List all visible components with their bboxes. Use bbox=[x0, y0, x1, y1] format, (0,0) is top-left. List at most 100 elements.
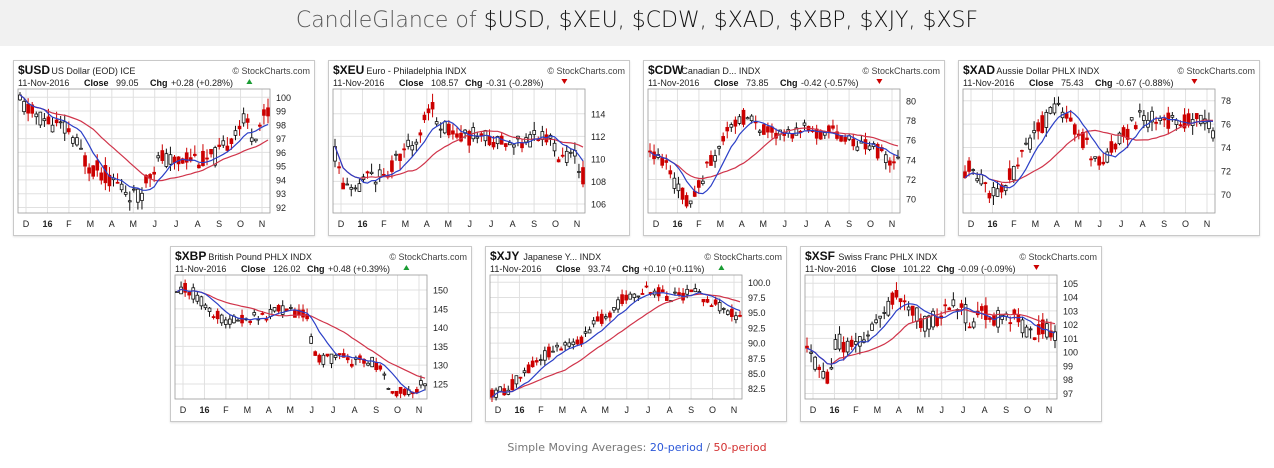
candle-body bbox=[923, 315, 927, 332]
candle-body bbox=[136, 188, 140, 203]
candle-body bbox=[115, 181, 120, 184]
chart-date: 11-Nov-2016 bbox=[333, 78, 384, 88]
chart-chg-label: Chg bbox=[465, 78, 483, 88]
chart-name: US Dollar (EOD) ICE bbox=[51, 66, 135, 76]
y-tick-label: 97 bbox=[1063, 389, 1073, 399]
chart-date: 11-Nov-2016 bbox=[175, 264, 226, 274]
ma50-line bbox=[806, 309, 1056, 365]
candle-body bbox=[543, 350, 547, 361]
x-tick-label: M bbox=[1032, 219, 1040, 229]
chart-watermark: © StockCharts.com bbox=[232, 66, 310, 76]
x-tick-label: M bbox=[402, 219, 410, 229]
candle-body bbox=[402, 148, 406, 151]
candle-body bbox=[902, 300, 907, 303]
candle-body bbox=[236, 319, 240, 322]
candle-body bbox=[1020, 149, 1024, 152]
candle-body bbox=[1068, 117, 1073, 122]
ma50-line bbox=[964, 119, 1214, 184]
y-tick-label: 76 bbox=[1221, 120, 1231, 130]
y-tick-label: 98 bbox=[1063, 375, 1073, 385]
y-tick-label: 90.0 bbox=[748, 339, 766, 349]
candle-body bbox=[382, 373, 387, 376]
candle-body bbox=[849, 339, 854, 347]
candle-body bbox=[689, 289, 694, 293]
candle-body bbox=[366, 362, 370, 366]
candle-body bbox=[563, 342, 568, 346]
candle-body bbox=[853, 341, 858, 345]
candle-body bbox=[1113, 143, 1118, 150]
candle-body bbox=[1028, 137, 1032, 150]
candle-body bbox=[979, 306, 984, 311]
candle-body bbox=[1093, 156, 1097, 159]
y-tick-label: 94 bbox=[276, 175, 286, 185]
x-tick-label: N bbox=[1046, 405, 1053, 415]
x-tick-label: J bbox=[646, 405, 651, 415]
candle-body bbox=[927, 315, 931, 330]
candle-body bbox=[309, 336, 313, 344]
chart-card-usd[interactable]: $USD US Dollar (EOD) ICE © StockCharts.com… bbox=[13, 60, 315, 236]
change-up-triangle bbox=[403, 265, 410, 270]
chart-card-xsf[interactable]: $XSF Swiss Franc PHLX INDX © StockCharts.c… bbox=[800, 246, 1102, 422]
candle-body bbox=[38, 111, 43, 126]
candle-body bbox=[42, 118, 47, 122]
chart-close-value: 73.85 bbox=[746, 78, 769, 88]
candle-body bbox=[1137, 110, 1142, 113]
x-tick-label: N bbox=[259, 219, 266, 229]
candle-body bbox=[967, 160, 971, 172]
candle-body bbox=[971, 169, 975, 171]
chart-watermark: © StockCharts.com bbox=[547, 66, 625, 76]
chart-chg-label: Chg bbox=[150, 78, 168, 88]
x-tick-label: J bbox=[624, 405, 629, 415]
x-tick-label: A bbox=[825, 219, 831, 229]
candle-body bbox=[660, 289, 665, 293]
candle-body bbox=[1174, 119, 1179, 125]
chart-card-xeu[interactable]: $XEU Euro - Philadelphia INDX © StockChart… bbox=[328, 60, 630, 236]
candle-body bbox=[317, 354, 322, 363]
candle-body bbox=[394, 390, 399, 397]
candle-body bbox=[831, 125, 835, 129]
x-tick-label: F bbox=[1011, 219, 1017, 229]
x-tick-label: D bbox=[23, 219, 30, 229]
chart-symbol: $USD bbox=[18, 63, 50, 77]
candle-body bbox=[794, 127, 799, 136]
chart-card-cdw[interactable]: $CDW Canadian D... INDX © StockCharts.com 1… bbox=[643, 60, 945, 236]
x-tick-label: J bbox=[489, 219, 494, 229]
candle-body bbox=[841, 341, 846, 353]
candle-body bbox=[790, 133, 795, 139]
candle-body bbox=[914, 307, 919, 322]
candle-body bbox=[369, 171, 374, 175]
chart-chg-value: -0.42 (-0.57%) bbox=[801, 78, 859, 88]
y-tick-label: 101 bbox=[1063, 334, 1078, 344]
candle-body bbox=[951, 299, 956, 307]
candle-body bbox=[192, 153, 197, 156]
candle-body bbox=[896, 156, 900, 159]
candle-body bbox=[75, 137, 79, 146]
candle-body bbox=[160, 150, 165, 161]
x-tick-label: S bbox=[531, 219, 537, 229]
chart-close-value: 93.74 bbox=[588, 264, 611, 274]
chart-card-xbp[interactable]: $XBP British Pound PHLX INDX © StockCharts… bbox=[170, 246, 472, 422]
y-tick-label: 145 bbox=[433, 304, 448, 314]
candle-body bbox=[725, 310, 730, 315]
change-down-triangle bbox=[1191, 79, 1198, 84]
x-tick-label: O bbox=[709, 405, 716, 415]
candle-body bbox=[245, 118, 250, 123]
y-tick-label: 99 bbox=[1063, 361, 1073, 371]
candle-body bbox=[451, 130, 455, 135]
candle-body bbox=[867, 145, 872, 150]
candle-body bbox=[821, 371, 826, 379]
candle-body bbox=[1016, 164, 1020, 167]
candle-body bbox=[337, 353, 342, 356]
y-tick-label: 97.5 bbox=[748, 293, 766, 303]
candle-body bbox=[280, 305, 285, 315]
chart-card-xad[interactable]: $XAD Aussie Dollar PHLX INDX © StockCharts… bbox=[958, 60, 1260, 236]
chart-card-xjy[interactable]: $XJY Japanese Y... INDX © StockCharts.com 1… bbox=[485, 246, 787, 422]
y-tick-label: 85.0 bbox=[748, 369, 766, 379]
candle-body bbox=[866, 334, 870, 337]
candle-body bbox=[349, 363, 354, 367]
plot-area-border bbox=[647, 88, 901, 214]
page-title-symbols: $USD, $XEU, $CDW, $XAD, $XBP, $XJY, $XSF bbox=[483, 8, 979, 33]
candle-body bbox=[510, 379, 515, 391]
candle-body bbox=[191, 287, 196, 300]
candle-body bbox=[587, 329, 592, 334]
